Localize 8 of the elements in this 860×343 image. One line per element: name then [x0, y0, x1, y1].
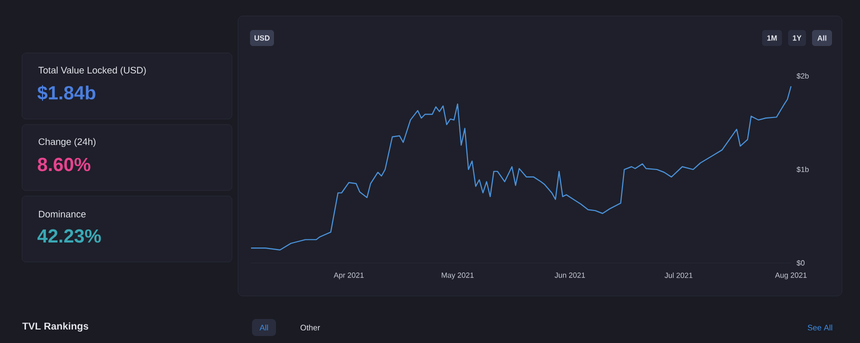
text: $1.84b: [37, 85, 96, 101]
line-series: [250, 86, 792, 250]
text: Total Value Locked (USD): [38, 66, 146, 76]
text: Change (24h): [38, 138, 96, 147]
text: Dominance: [38, 210, 86, 218]
text: 42.23%: [37, 229, 101, 243]
text: 8.60%: [38, 158, 90, 172]
text: TVL Rankings: [22, 322, 88, 332]
